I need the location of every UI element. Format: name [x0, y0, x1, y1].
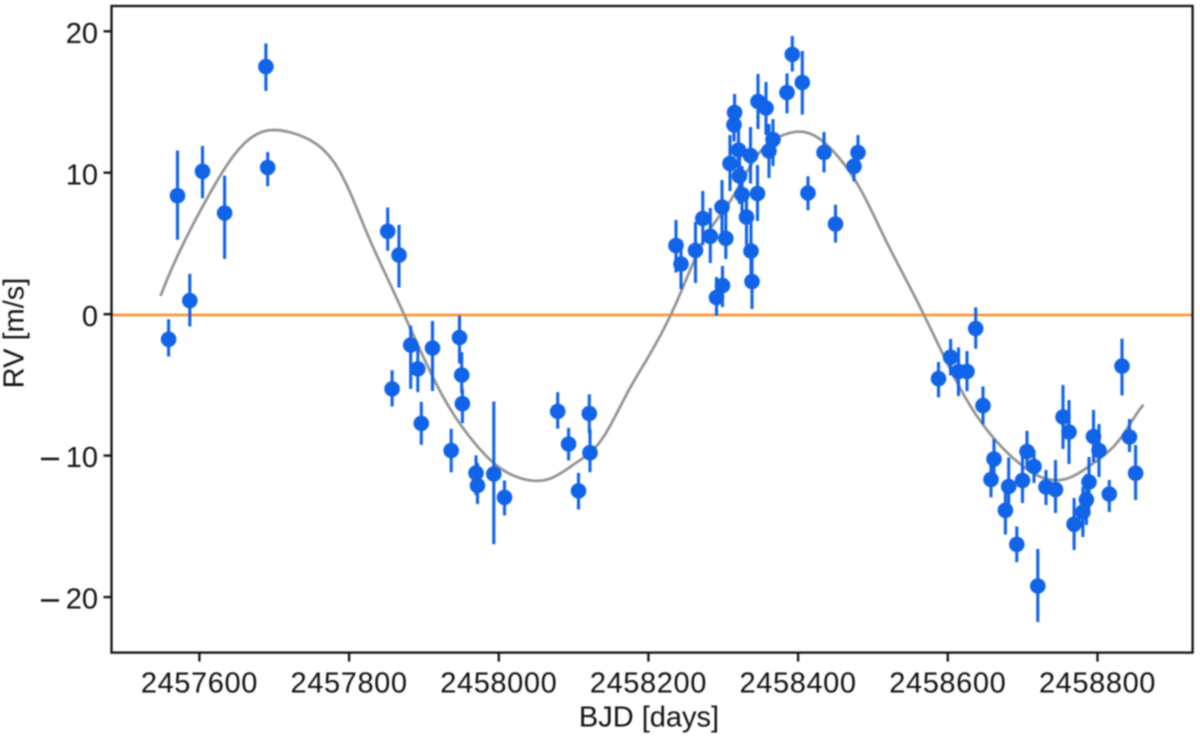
svg-text:10: 10: [66, 442, 98, 474]
svg-text:20: 20: [66, 584, 98, 616]
svg-text:2458600: 2458600: [889, 668, 1006, 700]
svg-text:2458800: 2458800: [1039, 668, 1156, 700]
svg-text:2457800: 2457800: [291, 668, 408, 700]
svg-text:BJD [days]: BJD [days]: [579, 702, 719, 734]
svg-text:RV [m/s]: RV [m/s]: [0, 278, 31, 389]
svg-text:2458000: 2458000: [440, 668, 557, 700]
svg-text:0: 0: [82, 301, 98, 333]
svg-text:2458200: 2458200: [590, 668, 707, 700]
svg-text:2457600: 2457600: [141, 668, 258, 700]
svg-text:10: 10: [66, 159, 98, 191]
svg-text:20: 20: [66, 18, 98, 50]
svg-text:2458400: 2458400: [740, 668, 857, 700]
